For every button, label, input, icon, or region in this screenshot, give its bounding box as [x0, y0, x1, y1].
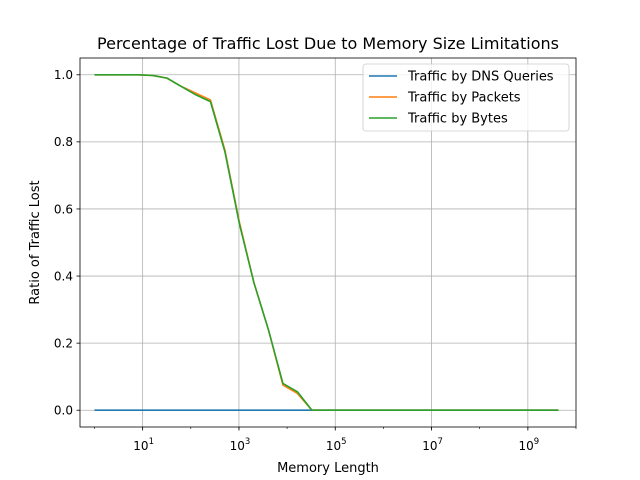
y-axis-ticks: 0.0 0.2 0.4 0.6 0.8 1.0: [54, 68, 80, 418]
x-tick-label: 109: [518, 437, 539, 453]
x-tick-exponent: 9: [534, 437, 539, 447]
x-tick-base: 10: [326, 439, 341, 453]
x-tick-label: 101: [133, 437, 154, 453]
legend-label: Traffic by Bytes: [407, 112, 508, 127]
x-tick-base: 10: [230, 439, 245, 453]
x-axis-ticks: 101 103 105 107 109: [94, 427, 577, 453]
y-axis-label: Ratio of Traffic Lost: [28, 180, 43, 304]
legend: Traffic by DNS Queries Traffic by Packets…: [362, 63, 570, 132]
legend-label: Traffic by Packets: [407, 91, 521, 106]
y-tick-label: 0.8: [54, 135, 73, 149]
legend-box: [362, 63, 570, 132]
series-line-3: [94, 73, 559, 412]
x-tick-base: 10: [133, 439, 148, 453]
y-tick-label: 0.4: [54, 269, 73, 283]
y-tick-label: 0.0: [54, 404, 73, 418]
plot-frame: [79, 57, 577, 428]
x-axis-label: Memory Length: [277, 461, 379, 476]
chart-title: Percentage of Traffic Lost Due to Memory…: [97, 34, 559, 53]
y-tick-label: 1.0: [54, 68, 73, 82]
y-tick-label: 0.2: [54, 336, 73, 350]
x-tick-label: 105: [326, 437, 347, 453]
x-tick-exponent: 5: [341, 437, 346, 447]
legend-label: Traffic by DNS Queries: [407, 70, 554, 85]
x-tick-exponent: 7: [437, 437, 442, 447]
x-tick-base: 10: [422, 439, 437, 453]
series-lines: [94, 73, 559, 412]
x-tick-base: 10: [518, 439, 533, 453]
x-tick-label: 107: [422, 437, 443, 453]
x-tick-label: 103: [230, 437, 251, 453]
x-tick-exponent: 3: [245, 437, 250, 447]
y-tick-label: 0.6: [54, 202, 73, 216]
x-tick-exponent: 1: [149, 437, 154, 447]
